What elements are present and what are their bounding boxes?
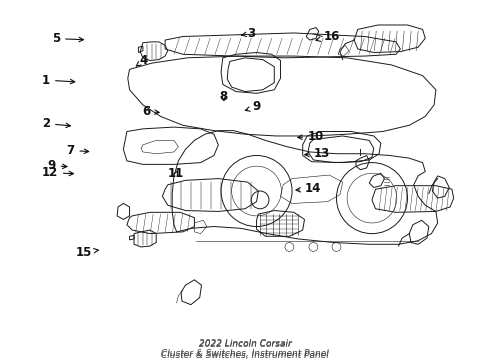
Text: 14: 14 <box>296 182 321 195</box>
Text: 5: 5 <box>52 32 83 45</box>
Text: 13: 13 <box>305 147 330 160</box>
Text: 9: 9 <box>48 159 67 172</box>
Text: 2022 Lincoln Corsair
Cluster & Switches, Instrument Panel: 2022 Lincoln Corsair Cluster & Switches,… <box>161 339 329 358</box>
Text: 10: 10 <box>298 130 324 143</box>
Text: 11: 11 <box>168 167 184 180</box>
Text: 8: 8 <box>219 90 227 103</box>
Text: 15: 15 <box>75 246 98 258</box>
Text: 2: 2 <box>42 117 71 130</box>
Text: 1: 1 <box>42 74 75 87</box>
Text: 2022 Lincoln Corsair
Cluster & Switches, Instrument Panel: 2022 Lincoln Corsair Cluster & Switches,… <box>161 340 329 360</box>
Text: 16: 16 <box>316 30 340 43</box>
Text: 6: 6 <box>142 105 159 118</box>
Text: 7: 7 <box>66 144 89 157</box>
Text: 9: 9 <box>245 100 261 113</box>
Text: 12: 12 <box>42 166 74 179</box>
Text: 4: 4 <box>136 54 148 67</box>
Text: 3: 3 <box>242 27 255 40</box>
